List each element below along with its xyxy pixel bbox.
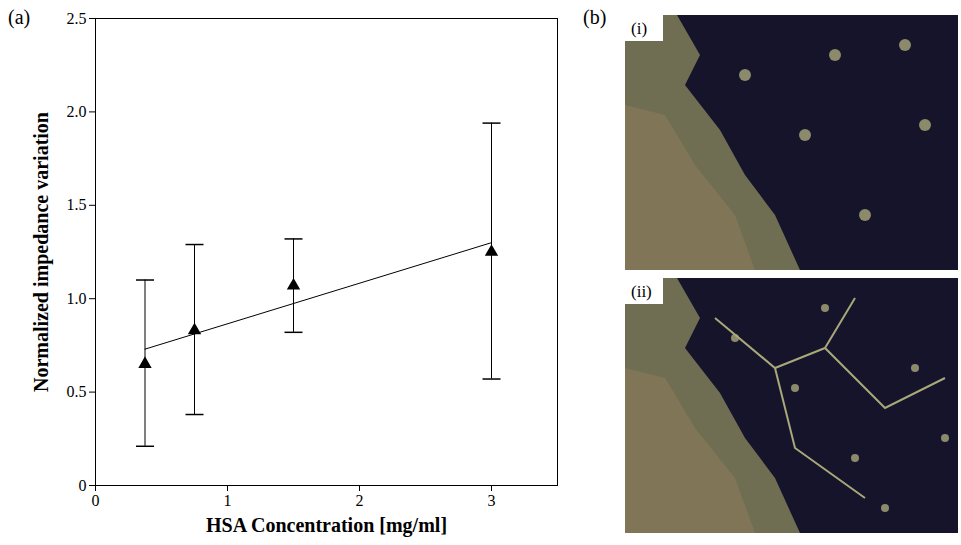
svg-text:0: 0	[79, 477, 87, 494]
svg-text:2.5: 2.5	[67, 10, 87, 27]
svg-text:1: 1	[224, 492, 232, 509]
html-text:(a): (a)	[8, 6, 31, 28]
svg-text:2.0: 2.0	[67, 103, 87, 120]
html-text:(b): (b)	[583, 6, 607, 28]
svg-text:1.5: 1.5	[67, 196, 87, 213]
svg-text:(ii): (ii)	[631, 282, 652, 301]
svg-text:3: 3	[488, 492, 496, 509]
svg-text:HSA Concentration [mg/ml]: HSA Concentration [mg/ml]	[206, 514, 447, 537]
svg-text:0.5: 0.5	[67, 383, 87, 400]
svg-text:1.0: 1.0	[67, 290, 87, 307]
svg-text:(i): (i)	[631, 19, 647, 38]
svg-text:2: 2	[356, 492, 364, 509]
svg-text:Normalized impedance variation: Normalized impedance variation	[30, 112, 53, 392]
svg-text:0: 0	[92, 492, 100, 509]
